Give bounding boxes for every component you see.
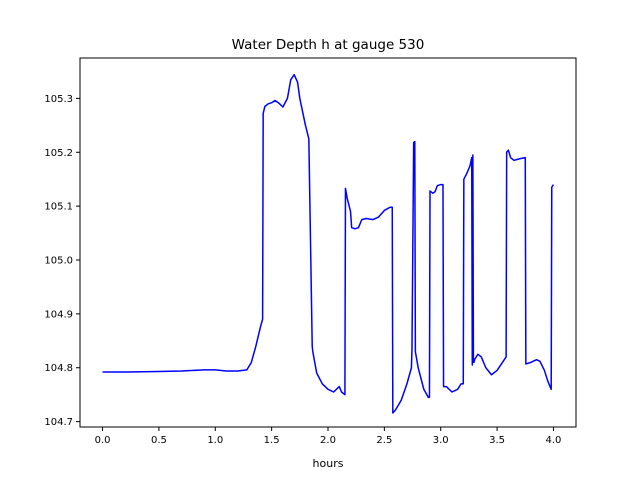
x-axis-label: hours: [313, 457, 344, 470]
y-tick-label: 104.9: [44, 309, 73, 320]
series-layer: [102, 73, 555, 414]
y-tick-label: 105.1: [44, 202, 73, 213]
x-tick-label: 4.0: [546, 435, 562, 446]
series-line-0: [102, 73, 555, 414]
x-tick-label: 3.0: [433, 435, 449, 446]
y-axis: 104.7 104.8 104.9 105.0 105.1 105.2 105.3: [44, 94, 80, 428]
x-tick-label: 0.5: [151, 435, 167, 446]
y-tick-label: 105.3: [44, 94, 73, 105]
x-tick-label: 1.5: [264, 435, 280, 446]
y-tick-label: 104.8: [44, 363, 73, 374]
x-tick-label: 0.0: [95, 435, 111, 446]
x-tick-label: 3.5: [489, 435, 505, 446]
y-tick-label: 105.2: [44, 148, 73, 159]
x-axis: 0.0 0.5 1.0 1.5 2.0 2.5 3.0 3.5 4.0: [95, 427, 562, 446]
chart-title: Water Depth h at gauge 530: [232, 37, 425, 53]
x-tick-label: 1.0: [207, 435, 223, 446]
y-tick-label: 105.0: [44, 256, 73, 267]
x-tick-label: 2.5: [376, 435, 392, 446]
y-tick-label: 104.7: [44, 417, 73, 428]
x-tick-label: 2.0: [320, 435, 336, 446]
